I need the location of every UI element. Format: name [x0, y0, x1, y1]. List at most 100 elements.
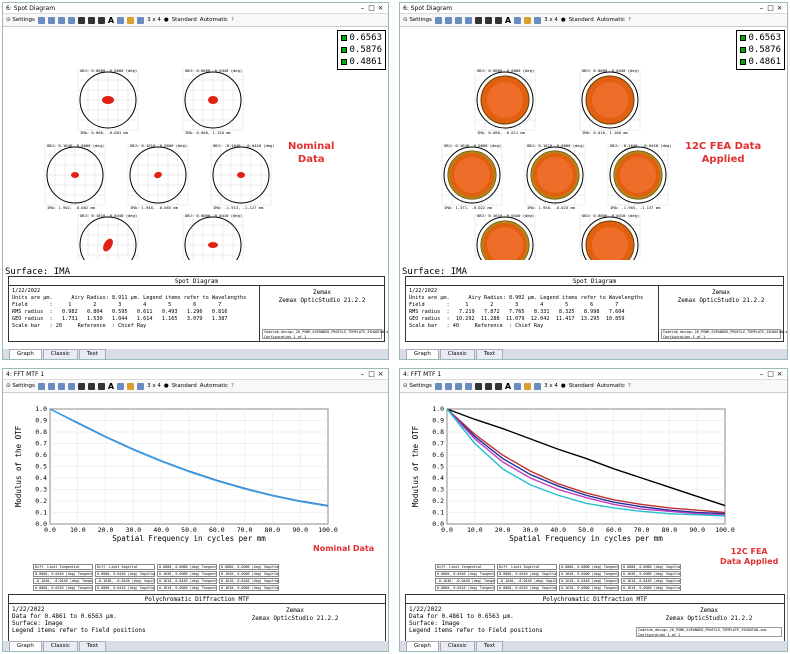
maximize-button[interactable]: □ — [767, 4, 774, 12]
text-tool-icon[interactable]: A — [107, 15, 115, 25]
copy-icon[interactable] — [47, 382, 55, 390]
style-dropdown[interactable]: Standard — [568, 17, 594, 23]
pencil-icon[interactable] — [77, 382, 85, 390]
tab-graph[interactable]: Graph — [406, 641, 439, 651]
pencil-icon[interactable] — [474, 382, 482, 390]
camera-icon[interactable] — [137, 382, 145, 390]
camera-icon[interactable] — [137, 16, 145, 24]
rectangle-icon[interactable] — [484, 382, 492, 390]
minimize-button[interactable]: – — [360, 4, 365, 12]
fit-icon[interactable] — [524, 382, 532, 390]
print-icon[interactable] — [67, 16, 75, 24]
layout-dropdown[interactable]: 3 x 4 — [147, 17, 161, 23]
print-icon[interactable] — [67, 382, 75, 390]
camera-icon[interactable] — [534, 16, 542, 24]
save-icon[interactable] — [454, 382, 462, 390]
text-tool-icon[interactable]: A — [504, 15, 512, 25]
layout-dropdown[interactable]: 3 x 4 — [544, 383, 558, 389]
spot-grid: OBJ: 0.0000, 0.0000 (deg) IMA: 0.000, -0.… — [44, 68, 275, 260]
tab-classic[interactable]: Classic — [42, 349, 78, 359]
line-icon[interactable] — [97, 16, 105, 24]
save-icon[interactable] — [454, 16, 462, 24]
maximize-button[interactable]: □ — [767, 370, 774, 378]
settings-button[interactable]: ⊙ Settings — [403, 17, 432, 23]
scale-dropdown[interactable]: Automatic — [199, 17, 228, 23]
x-tick-label: 50.0 — [578, 526, 594, 534]
rectangle-icon[interactable] — [87, 16, 95, 24]
close-button[interactable]: × — [377, 4, 384, 12]
maximize-button[interactable]: □ — [368, 370, 375, 378]
tab-graph[interactable]: Graph — [406, 349, 439, 359]
style-dropdown[interactable]: Standard — [568, 383, 594, 389]
save-icon[interactable] — [57, 382, 65, 390]
refresh-icon[interactable] — [434, 382, 442, 390]
copy-icon[interactable] — [444, 382, 452, 390]
minimize-button[interactable]: – — [360, 370, 365, 378]
spot-obj-label: OBJ: 0.1640, 0.0000 (deg) — [47, 143, 104, 148]
print-icon[interactable] — [464, 382, 472, 390]
refresh-icon[interactable] — [434, 16, 442, 24]
print-icon[interactable] — [464, 16, 472, 24]
camera-icon[interactable] — [534, 382, 542, 390]
help-question-icon[interactable]: ? — [230, 383, 234, 389]
maximize-button[interactable]: □ — [368, 4, 375, 12]
pencil-icon[interactable] — [77, 16, 85, 24]
clipboard-icon[interactable] — [117, 16, 125, 24]
line-icon[interactable] — [494, 16, 502, 24]
line-icon[interactable] — [494, 382, 502, 390]
help-question-icon[interactable]: ? — [627, 17, 631, 23]
clipboard-icon[interactable] — [117, 382, 125, 390]
scale-dropdown[interactable]: Automatic — [596, 383, 625, 389]
spot-obj-label: OBJ: 0.1640, 0.0000 (deg) — [444, 143, 501, 148]
close-button[interactable]: × — [377, 370, 384, 378]
copy-icon[interactable] — [47, 16, 55, 24]
spot-field: OBJ: 0.1610, 0.0000 (deg) IMA: 1.958, -0.… — [524, 143, 586, 210]
info-line: Units are µm. Airy Radius: 8.911 µm. Leg… — [12, 295, 247, 301]
copy-icon[interactable] — [444, 16, 452, 24]
help-question-icon[interactable]: ? — [627, 383, 631, 389]
tab-classic[interactable]: Classic — [439, 641, 475, 651]
rectangle-icon[interactable] — [484, 16, 492, 24]
clipboard-icon[interactable] — [514, 382, 522, 390]
help-icon[interactable]: ● — [560, 383, 566, 389]
scale-dropdown[interactable]: Automatic — [596, 17, 625, 23]
tab-text[interactable]: Text — [78, 641, 107, 651]
style-dropdown[interactable]: Standard — [171, 383, 197, 389]
pencil-icon[interactable] — [474, 16, 482, 24]
style-dropdown[interactable]: Standard — [171, 17, 197, 23]
tab-text[interactable]: Text — [475, 641, 504, 651]
minimize-button[interactable]: – — [759, 4, 764, 12]
help-question-icon[interactable]: ? — [230, 17, 234, 23]
scale-dropdown[interactable]: Automatic — [199, 383, 228, 389]
tab-text[interactable]: Text — [475, 349, 504, 359]
tab-graph[interactable]: Graph — [9, 641, 42, 651]
close-button[interactable]: × — [776, 4, 783, 12]
fit-icon[interactable] — [127, 382, 135, 390]
tab-classic[interactable]: Classic — [439, 349, 475, 359]
refresh-icon[interactable] — [37, 382, 45, 390]
clipboard-icon[interactable] — [514, 16, 522, 24]
help-icon[interactable]: ● — [163, 17, 169, 23]
refresh-icon[interactable] — [37, 16, 45, 24]
spot-core — [487, 227, 523, 260]
minimize-button[interactable]: – — [759, 370, 764, 378]
close-button[interactable]: × — [776, 370, 783, 378]
fit-icon[interactable] — [127, 16, 135, 24]
settings-button[interactable]: ⊙ Settings — [6, 17, 35, 23]
text-tool-icon[interactable]: A — [504, 381, 512, 391]
help-icon[interactable]: ● — [163, 383, 169, 389]
layout-dropdown[interactable]: 3 x 4 — [147, 383, 161, 389]
rectangle-icon[interactable] — [87, 382, 95, 390]
line-icon[interactable] — [97, 382, 105, 390]
settings-button[interactable]: ⊙ Settings — [403, 383, 432, 389]
save-icon[interactable] — [57, 16, 65, 24]
fit-icon[interactable] — [524, 16, 532, 24]
text-tool-icon[interactable]: A — [107, 381, 115, 391]
mtf-legend-item: -0.1640, -0.0440 (deg) Sagittal — [497, 578, 557, 584]
settings-button[interactable]: ⊙ Settings — [6, 383, 35, 389]
layout-dropdown[interactable]: 3 x 4 — [544, 17, 558, 23]
tab-graph[interactable]: Graph — [9, 349, 42, 359]
tab-text[interactable]: Text — [78, 349, 107, 359]
help-icon[interactable]: ● — [560, 17, 566, 23]
tab-classic[interactable]: Classic — [42, 641, 78, 651]
